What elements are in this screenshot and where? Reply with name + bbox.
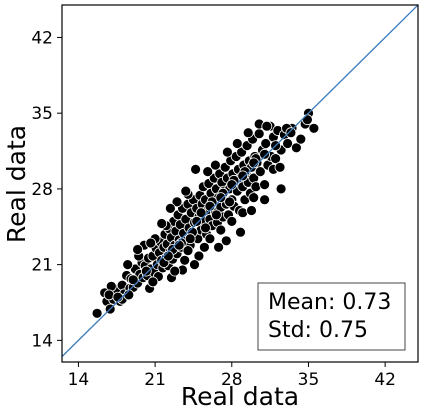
y-tick-label: 21 [31, 256, 53, 276]
data-point [122, 259, 134, 271]
x-tick-label: 14 [68, 370, 90, 390]
data-point [224, 196, 236, 208]
x-tick-label: 21 [144, 370, 166, 390]
x-tick-label: 35 [298, 370, 320, 390]
data-point [164, 202, 176, 214]
data-point [220, 235, 232, 247]
data-point [180, 185, 192, 197]
data-point [237, 170, 249, 182]
data-point [226, 215, 238, 227]
x-axis-ticks: 14 21 28 35 42 [68, 362, 396, 390]
data-point [189, 259, 200, 271]
data-point [275, 183, 287, 195]
data-point [215, 224, 227, 236]
data-point [210, 209, 222, 221]
plot-frame [61, 4, 419, 363]
data-point [202, 166, 214, 178]
data-point [259, 194, 271, 206]
data-point [213, 241, 225, 253]
data-point [132, 244, 144, 255]
data-point [270, 153, 282, 165]
data-point [191, 215, 203, 227]
data-point [140, 265, 152, 277]
x-tick-label: 42 [374, 370, 396, 390]
data-point [248, 192, 260, 204]
data-point [204, 233, 216, 245]
data-point [91, 307, 103, 319]
stats-box: Mean: 0.73 Std: 0.75 [257, 282, 406, 351]
stats-box-frame [257, 282, 406, 351]
data-point [235, 226, 246, 238]
y-tick-label: 28 [31, 180, 53, 200]
data-point [184, 233, 196, 245]
data-point [198, 241, 210, 253]
data-point [179, 254, 191, 266]
data-point [254, 166, 266, 178]
data-point [127, 274, 139, 286]
data-point [290, 142, 302, 154]
data-point [282, 138, 294, 149]
data-point [237, 207, 249, 219]
data-point [147, 276, 159, 288]
data-point [221, 146, 233, 158]
data-point [209, 159, 221, 171]
data-point [103, 289, 115, 301]
data-point [145, 237, 157, 249]
data-point [193, 250, 205, 262]
data-point [285, 127, 297, 139]
data-point [200, 222, 211, 234]
data-point [169, 265, 181, 277]
data-point [301, 114, 313, 126]
stats-std: Std: 0.75 [268, 318, 368, 343]
y-axis-ticks: 14 21 28 35 42 [31, 28, 62, 351]
scatter-points [91, 107, 320, 319]
data-point [242, 127, 254, 139]
y-tick-label: 14 [31, 331, 53, 351]
stats-mean: Mean: 0.73 [268, 290, 391, 315]
data-point [246, 205, 257, 216]
data-point [253, 128, 265, 140]
data-point [182, 245, 194, 257]
data-point [190, 163, 202, 175]
data-point [274, 161, 286, 173]
x-axis-label: Real data [181, 382, 299, 411]
data-point [259, 148, 271, 160]
data-point [295, 133, 307, 145]
y-tick-label: 35 [31, 104, 53, 124]
data-point [231, 138, 243, 149]
data-point [156, 218, 168, 229]
y-axis-label: Real data [2, 125, 31, 243]
data-point [259, 179, 271, 191]
data-point [195, 207, 207, 219]
y-tick-label: 42 [31, 28, 53, 48]
data-point [215, 192, 227, 204]
x-tick-label: 28 [221, 370, 243, 390]
data-point [171, 196, 183, 208]
data-point [261, 120, 273, 132]
data-point [308, 122, 320, 134]
